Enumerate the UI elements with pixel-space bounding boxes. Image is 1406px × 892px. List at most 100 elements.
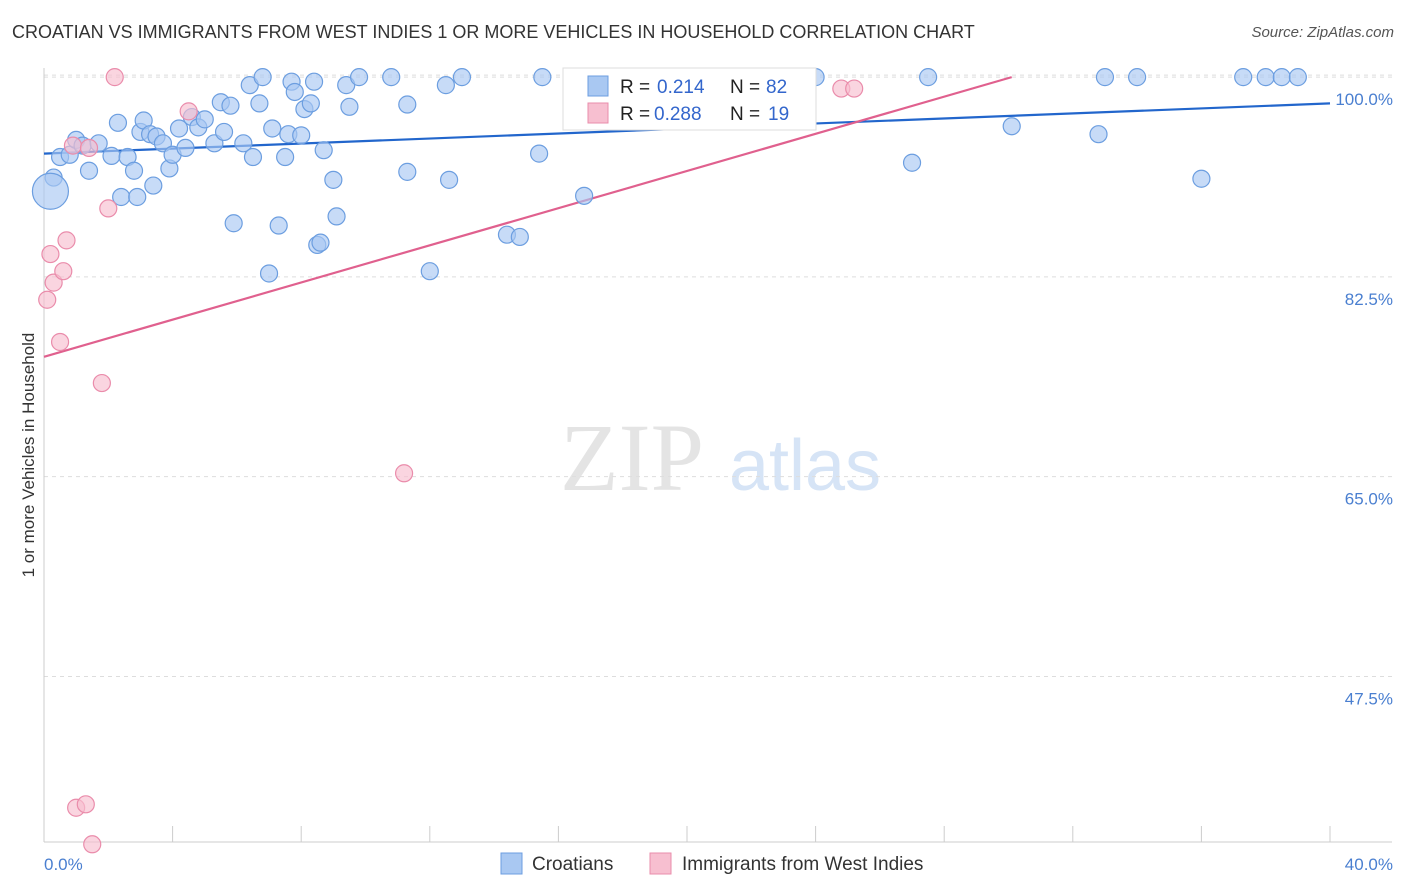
point-croatians-58 <box>436 76 455 95</box>
legend-r-label-croatians: R = <box>620 77 650 98</box>
point-west-indies-18 <box>845 79 864 98</box>
point-croatians-50 <box>327 207 346 226</box>
chart-source: Source: ZipAtlas.com <box>1251 24 1394 41</box>
point-west-indies-3 <box>50 332 70 352</box>
y-tick-label-0: 47.5% <box>1345 689 1393 708</box>
point-west-indies-11 <box>92 373 111 393</box>
point-west-indies-8 <box>76 795 95 814</box>
point-croatians-31 <box>240 76 259 95</box>
y-axis-label: 1 or more Vehicles in Household <box>19 333 38 578</box>
grid-lines <box>44 74 1392 677</box>
bottom-legend-swatch-croatians <box>500 852 523 875</box>
point-west-indies-9 <box>79 138 99 158</box>
point-west-indies-4 <box>54 262 73 281</box>
point-croatians-69 <box>902 153 922 172</box>
bottom-legend-swatch-west-indies <box>649 852 672 875</box>
point-croatians-45 <box>304 72 324 91</box>
x-tick-label-0: 0.0% <box>44 855 83 874</box>
point-croatians-11 <box>128 187 147 207</box>
point-croatians-76 <box>1234 68 1253 87</box>
watermark-zip: ZIP <box>560 404 704 511</box>
point-croatians-77 <box>1256 68 1275 87</box>
tick-labels: 47.5% 65.0% 82.5% 100.0% 0.0% 40.0% <box>44 90 1393 874</box>
point-croatians-53 <box>349 68 369 87</box>
point-croatians-64 <box>533 68 552 87</box>
legend-r-value-croatians: 0.214 <box>657 77 705 98</box>
point-croatians-30 <box>234 134 253 153</box>
point-croatians-79 <box>1288 68 1307 87</box>
legend-n-label-west-indies: N = <box>730 104 760 125</box>
point-west-indies-12 <box>99 199 118 218</box>
point-croatians-65 <box>575 186 594 205</box>
legend-n-label-croatians: N = <box>730 77 760 98</box>
point-west-indies-1 <box>41 244 60 264</box>
point-croatians-28 <box>221 96 240 115</box>
point-croatians-35 <box>259 264 279 283</box>
point-croatians-48 <box>314 141 333 160</box>
legend-r-label-west-indies: R = <box>620 104 650 125</box>
point-west-indies-5 <box>57 231 76 250</box>
point-croatians-59 <box>439 170 459 189</box>
point-croatians-57 <box>420 262 439 281</box>
chart-title: CROATIAN VS IMMIGRANTS FROM WEST INDIES … <box>12 22 975 42</box>
point-croatians-55 <box>398 95 417 114</box>
y-tick-label-1: 65.0% <box>1345 490 1393 509</box>
point-west-indies-13 <box>105 68 124 87</box>
legend-n-value-west-indies: 19 <box>768 104 789 125</box>
point-croatians-71 <box>1002 117 1021 136</box>
point-croatians-33 <box>250 94 269 113</box>
legend-swatch-croatians <box>587 75 609 97</box>
series-legend: Croatians Immigrants from West Indies <box>500 852 923 875</box>
point-west-indies-0 <box>38 290 57 309</box>
point-croatians-24 <box>195 110 214 129</box>
point-west-indies-14 <box>179 102 198 121</box>
point-croatians-37 <box>269 216 288 235</box>
y-tick-label-2: 82.5% <box>1345 290 1393 309</box>
point-croatians-7 <box>108 113 128 132</box>
point-croatians-62 <box>510 227 529 247</box>
point-croatians-6 <box>102 146 121 165</box>
point-croatians-44 <box>301 94 320 113</box>
point-croatians-75 <box>1192 169 1211 188</box>
axes <box>43 68 1392 843</box>
trend-line-west-indies <box>43 76 1013 358</box>
y-tick-label-3: 100.0% <box>1335 90 1393 109</box>
bottom-legend-label-west-indies: Immigrants from West Indies <box>682 854 923 875</box>
point-croatians-41 <box>285 82 304 102</box>
point-croatians-29 <box>224 214 243 233</box>
point-croatians-63 <box>530 144 549 163</box>
point-croatians-73 <box>1095 68 1115 87</box>
point-croatians-78 <box>1272 68 1291 87</box>
legend-n-value-croatians: 82 <box>766 77 787 98</box>
point-croatians-32 <box>243 147 263 167</box>
bottom-legend-label-croatians: Croatians <box>532 854 613 875</box>
point-croatians-42 <box>292 126 311 145</box>
point-croatians-10 <box>124 161 144 180</box>
point-croatians-20 <box>169 119 189 138</box>
point-croatians-72 <box>1089 125 1108 144</box>
point-croatians-15 <box>144 176 163 195</box>
point-croatians-52 <box>340 97 359 116</box>
point-croatians-21 <box>176 138 195 158</box>
x-tick-label-1: 40.0% <box>1345 855 1393 874</box>
point-croatians-4 <box>79 161 99 180</box>
point-west-indies-10 <box>83 835 102 854</box>
point-west-indies-6 <box>63 136 83 155</box>
point-croatians-49 <box>324 170 343 189</box>
point-croatians-60 <box>452 68 472 87</box>
point-croatians-56 <box>398 162 417 181</box>
point-croatians-47 <box>311 233 330 252</box>
stats-legend: R = 0.214 N = 82 R = 0.288 N = 19 <box>562 67 817 131</box>
point-croatians-70 <box>919 68 938 87</box>
point-croatians-34 <box>253 68 272 87</box>
point-croatians-27 <box>214 122 234 142</box>
watermark-atlas: atlas <box>729 426 881 506</box>
point-croatians-74 <box>1127 68 1147 87</box>
point-west-indies-15 <box>394 464 414 483</box>
point-croatians-38 <box>276 147 295 167</box>
point-croatians-51 <box>337 76 356 95</box>
point-croatians-81 <box>31 172 70 210</box>
point-croatians-36 <box>263 119 282 138</box>
point-croatians-54 <box>382 68 401 87</box>
